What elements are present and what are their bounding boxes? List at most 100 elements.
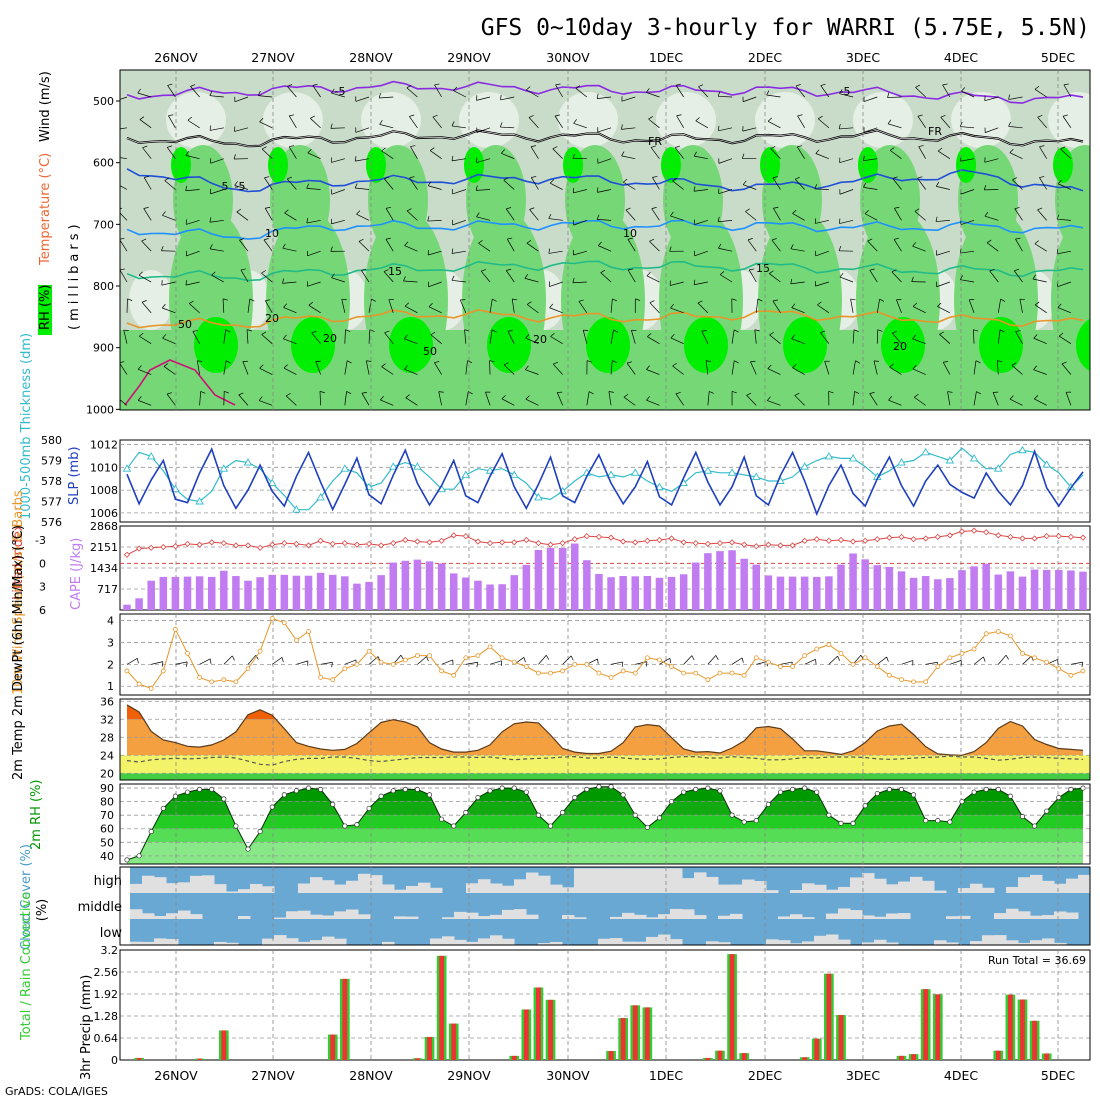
rh-saturated-cell	[487, 317, 531, 373]
wind-barb	[429, 150, 442, 159]
wind-barb-feather	[503, 362, 509, 366]
wind-barb-feather	[451, 155, 454, 161]
wind-barb	[380, 399, 394, 406]
wind-barb-feather	[358, 238, 364, 242]
rh2m-point	[923, 818, 929, 824]
li-point	[353, 541, 360, 548]
pressure-tick: 700	[93, 218, 114, 231]
wind-barb	[676, 115, 684, 129]
wind-barb	[804, 659, 816, 665]
rh2m-point	[124, 857, 130, 863]
cloud-cell-high	[850, 877, 863, 893]
wind-barb-feather	[1037, 207, 1043, 211]
pressure-tick: 800	[93, 280, 114, 293]
wind-speed-point	[463, 655, 469, 661]
wind-barb	[770, 148, 781, 159]
rh2m-point	[729, 812, 735, 818]
wind-speed-point	[124, 668, 130, 674]
wind-barb-feather	[527, 301, 532, 305]
wind-barb-feather	[1012, 177, 1017, 181]
wind-barb	[767, 120, 781, 129]
wind-speed-point	[862, 655, 868, 661]
wind-speed-point	[354, 661, 360, 667]
wind-barb-feather	[792, 209, 797, 214]
wind-barb	[126, 658, 138, 665]
cloud-cell-middle	[958, 915, 971, 919]
wind-barb-feather	[1060, 146, 1066, 150]
cloud-cell-high	[718, 884, 731, 893]
wind-barb	[538, 655, 547, 665]
rh2m-point	[475, 795, 481, 801]
wind-barb-feather	[620, 124, 623, 130]
cloud-cell-high	[1018, 877, 1031, 893]
wind-barb-feather	[545, 655, 550, 660]
wind-barb-feather	[1056, 214, 1060, 220]
wind-barb	[236, 211, 249, 221]
wind-barb	[573, 220, 587, 226]
cloud-cell-high	[646, 868, 659, 893]
cloud-cell-high	[418, 882, 431, 893]
cloud-cell-middle	[694, 915, 707, 919]
cloud-cell-middle	[490, 914, 503, 919]
wind-barb	[960, 126, 975, 129]
wind-barb-feather	[989, 268, 995, 272]
cape-bar	[679, 574, 688, 610]
wind-barb	[476, 189, 491, 191]
temp-area	[127, 704, 1083, 756]
wind-barb	[1060, 148, 1072, 159]
wind-barb	[142, 147, 152, 159]
cloud-cell-middle	[406, 916, 419, 919]
rh2m-point	[608, 784, 614, 790]
wind-barb-feather	[405, 394, 410, 398]
rh2m-point	[148, 828, 154, 835]
wind-barb-feather	[530, 145, 537, 148]
slp-line	[126, 447, 1084, 517]
wind-barb	[525, 337, 539, 344]
cloud-cell-middle	[850, 910, 863, 919]
precip-tick: 0	[111, 1054, 118, 1067]
wind-barb-feather	[222, 298, 228, 301]
wind-barb	[307, 152, 321, 159]
wind-barb	[949, 660, 962, 665]
wind-barb-feather	[650, 145, 656, 148]
wind-barb-feather	[525, 334, 530, 339]
wind-barb	[383, 178, 394, 190]
wind-speed-point	[814, 646, 820, 652]
wind-barb-feather	[646, 272, 651, 277]
wind-barb	[188, 303, 200, 314]
cape-bar	[486, 584, 494, 610]
wind-barb-feather	[330, 123, 333, 129]
wind-barb-feather	[596, 187, 599, 193]
cloud-cell-low	[1042, 938, 1055, 945]
wind-barb	[674, 147, 684, 159]
wind-barb-feather	[914, 208, 920, 212]
top-date-labels: 26NOV 27NOV 28NOV 29NOV 30NOV 1DEC 2DEC 3DEC 4DE…	[154, 50, 1075, 65]
cloud-cell-high	[406, 885, 419, 893]
cloud-cell-low	[298, 941, 311, 945]
wind-barb-feather	[531, 176, 537, 178]
wind-barb-feather	[983, 656, 986, 662]
wind-barb	[234, 96, 249, 103]
cape-bar	[1006, 571, 1015, 610]
wind-barb-feather	[231, 655, 235, 661]
wind-barb	[406, 87, 418, 98]
wind-barb	[344, 659, 357, 665]
rh2m-point	[802, 785, 808, 791]
wind-barb-feather	[512, 298, 518, 301]
cloud-cell-middle	[1054, 911, 1067, 919]
wind-barb-feather	[138, 271, 143, 276]
rh2m-tick: 80	[100, 796, 114, 809]
cloud-cell-low	[610, 938, 623, 945]
cloud-cell-middle	[130, 909, 143, 919]
wind-barb	[1057, 250, 1071, 255]
wind-barb	[1009, 398, 1023, 406]
wind-barb	[240, 269, 249, 283]
cloud-cell-middle	[802, 917, 815, 919]
rh2m-point	[886, 786, 892, 792]
wind-barb	[960, 158, 975, 162]
wind-barb-feather	[731, 391, 737, 394]
wind-barb	[331, 92, 345, 98]
precip-convective-bar	[923, 989, 929, 1060]
wind-barb	[310, 118, 321, 129]
